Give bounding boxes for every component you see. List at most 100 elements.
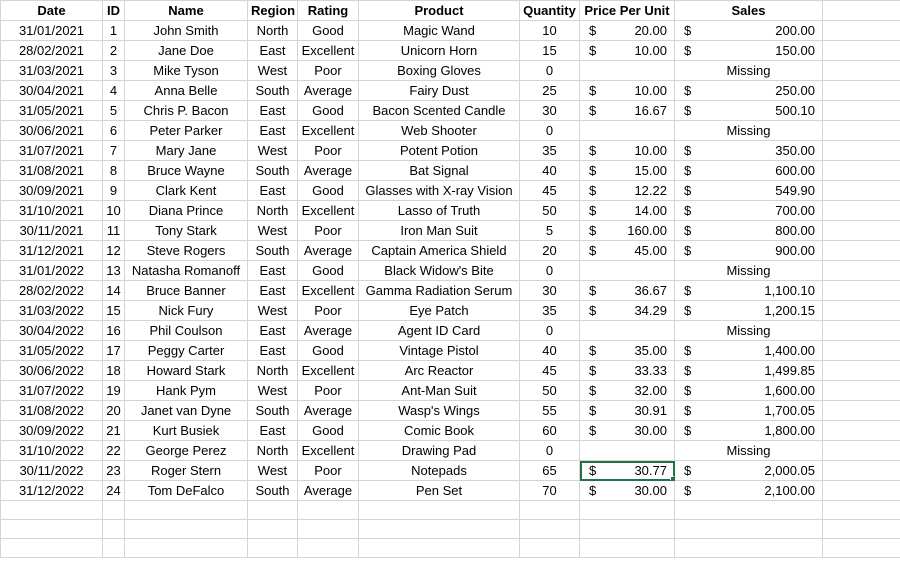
cell-rating[interactable]: Poor xyxy=(297,300,359,321)
cell-price-per-unit[interactable]: $10.00 xyxy=(579,40,675,61)
cell-quantity[interactable]: 40 xyxy=(519,160,580,181)
cell-region[interactable]: South xyxy=(247,160,298,181)
cell-name[interactable]: Diana Prince xyxy=(124,200,248,221)
cell-name[interactable]: Clark Kent xyxy=(124,180,248,201)
cell-id[interactable]: 22 xyxy=(102,440,125,461)
cell-date[interactable]: 30/04/2021 xyxy=(0,80,103,101)
empty-cell[interactable] xyxy=(822,220,900,241)
empty-cell[interactable] xyxy=(0,500,103,520)
cell-quantity[interactable]: 50 xyxy=(519,200,580,221)
cell-price-per-unit[interactable]: $33.33 xyxy=(579,360,675,381)
cell-date[interactable]: 31/07/2021 xyxy=(0,140,103,161)
cell-region[interactable]: North xyxy=(247,360,298,381)
cell-name[interactable]: Jane Doe xyxy=(124,40,248,61)
cell-name[interactable]: Mary Jane xyxy=(124,140,248,161)
cell-quantity[interactable]: 45 xyxy=(519,180,580,201)
cell-region[interactable]: East xyxy=(247,40,298,61)
empty-cell[interactable] xyxy=(102,500,125,520)
cell-quantity[interactable]: 65 xyxy=(519,460,580,481)
cell-price-per-unit[interactable]: $20.00 xyxy=(579,20,675,41)
empty-cell[interactable] xyxy=(822,460,900,481)
cell-name[interactable]: Chris P. Bacon xyxy=(124,100,248,121)
cell-rating[interactable]: Average xyxy=(297,160,359,181)
cell-price-per-unit[interactable]: $32.00 xyxy=(579,380,675,401)
cell-price-per-unit[interactable]: $160.00 xyxy=(579,220,675,241)
cell-quantity[interactable]: 0 xyxy=(519,60,580,81)
cell-date[interactable]: 30/11/2021 xyxy=(0,220,103,241)
cell-price-per-unit[interactable]: $14.00 xyxy=(579,200,675,221)
cell-rating[interactable]: Excellent xyxy=(297,120,359,141)
empty-cell[interactable] xyxy=(822,320,900,341)
empty-cell[interactable] xyxy=(297,500,359,520)
cell-quantity[interactable]: 50 xyxy=(519,380,580,401)
cell-sales[interactable]: $1,200.15 xyxy=(674,300,823,321)
cell-region[interactable]: North xyxy=(247,20,298,41)
cell-region[interactable]: East xyxy=(247,280,298,301)
cell-rating[interactable]: Excellent xyxy=(297,280,359,301)
cell-product[interactable]: Bacon Scented Candle xyxy=(358,100,520,121)
cell-sales[interactable]: $1,100.10 xyxy=(674,280,823,301)
cell-region[interactable]: West xyxy=(247,220,298,241)
cell-quantity[interactable]: 5 xyxy=(519,220,580,241)
cell-date[interactable]: 30/04/2022 xyxy=(0,320,103,341)
cell-product[interactable]: Comic Book xyxy=(358,420,520,441)
cell-price-per-unit[interactable] xyxy=(579,260,675,281)
cell-price-per-unit[interactable]: $15.00 xyxy=(579,160,675,181)
empty-cell[interactable] xyxy=(519,538,580,558)
cell-date[interactable]: 28/02/2022 xyxy=(0,280,103,301)
cell-product[interactable]: Fairy Dust xyxy=(358,80,520,101)
cell-name[interactable]: Phil Coulson xyxy=(124,320,248,341)
cell-quantity[interactable]: 35 xyxy=(519,140,580,161)
empty-cell[interactable] xyxy=(519,519,580,539)
cell-rating[interactable]: Poor xyxy=(297,460,359,481)
cell-price-per-unit[interactable]: $35.00 xyxy=(579,340,675,361)
cell-id[interactable]: 14 xyxy=(102,280,125,301)
cell-id[interactable]: 9 xyxy=(102,180,125,201)
cell-region[interactable]: South xyxy=(247,480,298,501)
cell-product[interactable]: Drawing Pad xyxy=(358,440,520,461)
cell-rating[interactable]: Good xyxy=(297,180,359,201)
cell-rating[interactable]: Average xyxy=(297,400,359,421)
empty-cell[interactable] xyxy=(124,538,248,558)
cell-name[interactable]: Steve Rogers xyxy=(124,240,248,261)
cell-id[interactable]: 11 xyxy=(102,220,125,241)
cell-rating[interactable]: Poor xyxy=(297,220,359,241)
cell-product[interactable]: Arc Reactor xyxy=(358,360,520,381)
cell-date[interactable]: 31/08/2022 xyxy=(0,400,103,421)
cell-region[interactable]: East xyxy=(247,260,298,281)
cell-region[interactable]: South xyxy=(247,400,298,421)
cell-rating[interactable]: Excellent xyxy=(297,440,359,461)
cell-rating[interactable]: Average xyxy=(297,240,359,261)
empty-cell[interactable] xyxy=(124,500,248,520)
header-name[interactable]: Name xyxy=(124,0,248,21)
empty-cell[interactable] xyxy=(674,538,823,558)
empty-cell[interactable] xyxy=(358,519,520,539)
cell-sales[interactable]: $800.00 xyxy=(674,220,823,241)
cell-rating[interactable]: Poor xyxy=(297,140,359,161)
cell-quantity[interactable]: 0 xyxy=(519,260,580,281)
cell-sales[interactable]: Missing xyxy=(674,120,823,141)
cell-price-per-unit[interactable]: $34.29 xyxy=(579,300,675,321)
empty-cell[interactable] xyxy=(358,500,520,520)
cell-id[interactable]: 2 xyxy=(102,40,125,61)
cell-region[interactable]: East xyxy=(247,100,298,121)
cell-sales[interactable]: $1,600.00 xyxy=(674,380,823,401)
cell-sales[interactable]: $700.00 xyxy=(674,200,823,221)
cell-price-per-unit[interactable] xyxy=(579,440,675,461)
cell-id[interactable]: 5 xyxy=(102,100,125,121)
cell-rating[interactable]: Average xyxy=(297,320,359,341)
cell-price-per-unit[interactable] xyxy=(579,120,675,141)
cell-name[interactable]: Nick Fury xyxy=(124,300,248,321)
header-price-per-unit[interactable]: Price Per Unit xyxy=(579,0,675,21)
cell-product[interactable]: Iron Man Suit xyxy=(358,220,520,241)
cell-quantity[interactable]: 25 xyxy=(519,80,580,101)
cell-product[interactable]: Gamma Radiation Serum xyxy=(358,280,520,301)
cell-name[interactable]: Kurt Busiek xyxy=(124,420,248,441)
cell-price-per-unit[interactable] xyxy=(579,60,675,81)
empty-cell[interactable] xyxy=(822,260,900,281)
cell-date[interactable]: 31/01/2022 xyxy=(0,260,103,281)
cell-id[interactable]: 19 xyxy=(102,380,125,401)
cell-product[interactable]: Web Shooter xyxy=(358,120,520,141)
cell-id[interactable]: 12 xyxy=(102,240,125,261)
empty-cell[interactable] xyxy=(247,500,298,520)
